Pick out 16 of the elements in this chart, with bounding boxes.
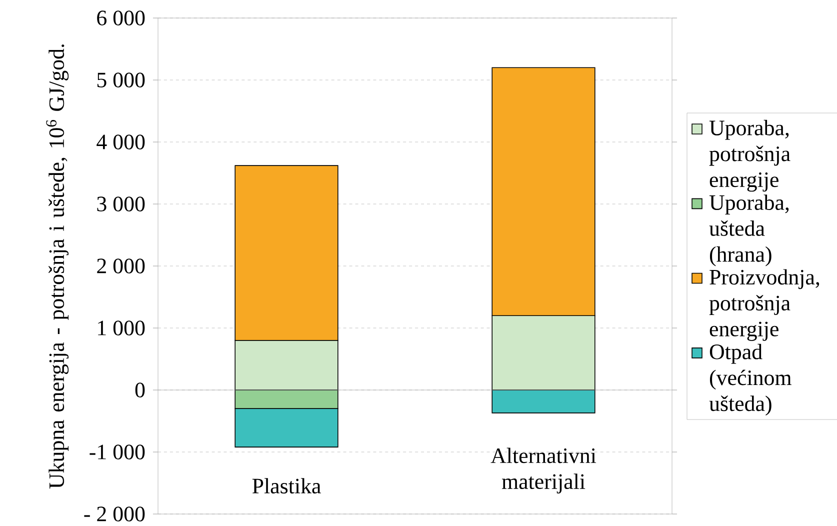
y-tick-label: 0 xyxy=(135,382,145,398)
legend-label: Otpad (većinom ušteda) xyxy=(709,344,792,416)
y-tick-label: 5 000 xyxy=(97,72,145,88)
y-tick-label: 4 000 xyxy=(96,134,145,150)
x-tick-label: Alternativni materijali xyxy=(490,448,596,494)
y-tick-label: 1 000 xyxy=(98,320,145,336)
legend-label: Proizvodnja, potrošnja energije xyxy=(709,269,820,341)
legend-label: Uporaba, potrošnja energije xyxy=(709,120,790,192)
y-tick-label: -1 000 xyxy=(90,444,145,460)
legend-label: Uporaba, ušteda (hrana) xyxy=(709,194,789,266)
x-tick-label: Plastika xyxy=(252,478,321,494)
y-tick-label: 6 000 xyxy=(97,10,145,26)
y-axis-title: Ukupna energija - potrošnja i uštede, 10$^{6}$ GJ/god. xyxy=(46,44,69,489)
y-tick-label: 2 000 xyxy=(97,258,145,274)
y-tick-label: - 2 000 xyxy=(84,506,145,522)
y-tick-label: 3 000 xyxy=(97,196,145,212)
